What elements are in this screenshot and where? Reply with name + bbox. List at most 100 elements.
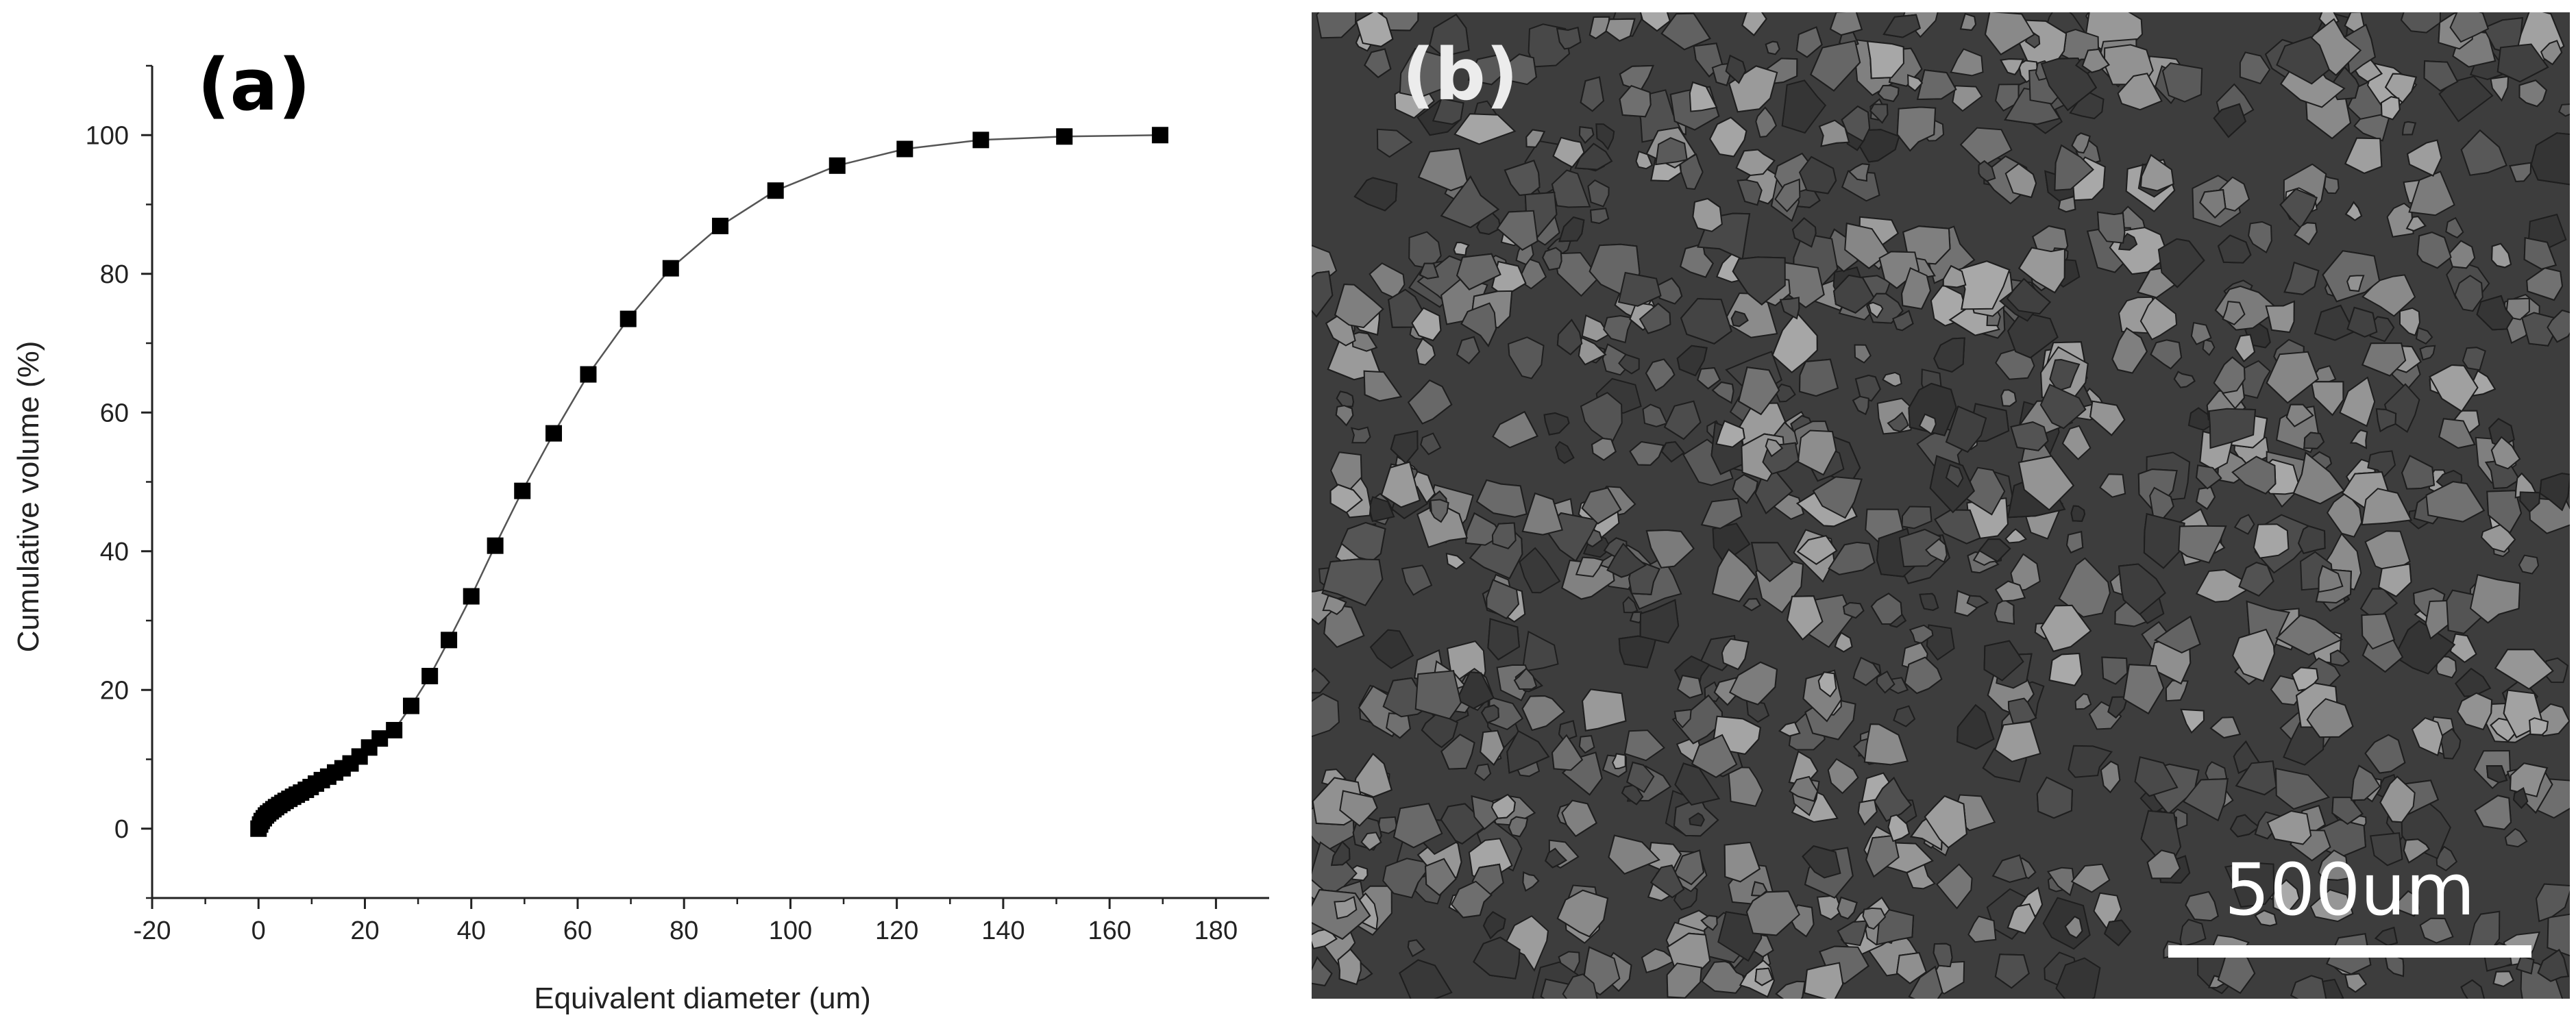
particle — [2419, 917, 2454, 944]
particle — [1929, 455, 1975, 514]
y-tick-label: 40 — [100, 538, 129, 566]
particle — [1765, 438, 1784, 458]
particle — [2070, 505, 2086, 522]
particle — [2213, 356, 2246, 394]
particle — [2523, 237, 2557, 270]
particle — [2070, 863, 2111, 893]
particle — [1429, 13, 1470, 55]
particle — [1804, 962, 1844, 999]
particle — [2099, 473, 2126, 498]
particle — [2285, 403, 2314, 427]
particle — [2202, 338, 2216, 356]
particle — [1556, 889, 1609, 938]
particle — [1882, 371, 1902, 387]
particle — [2058, 557, 2111, 618]
y-axis-label: Cumulative volume (%) — [12, 341, 45, 653]
particle — [2101, 656, 2129, 685]
particle — [1898, 528, 1941, 568]
particle — [1774, 178, 1801, 212]
data-point — [972, 132, 990, 149]
particle — [1781, 79, 1827, 134]
particle — [1415, 337, 1436, 366]
particle — [2405, 216, 2427, 232]
particle — [2195, 569, 2247, 603]
particle — [1865, 834, 1900, 878]
particle — [1676, 345, 1708, 377]
particle — [2069, 89, 2105, 120]
particle — [2232, 628, 2275, 682]
particle — [2415, 327, 2433, 345]
particle — [1697, 367, 1721, 390]
particle — [1521, 630, 1559, 673]
particle — [1618, 635, 1657, 669]
particle — [2292, 451, 2346, 505]
particle — [1551, 734, 1584, 771]
particle — [1330, 840, 1351, 866]
particle — [1474, 763, 1492, 782]
particle — [1558, 216, 1585, 242]
particle — [1896, 951, 1928, 984]
particle — [1629, 440, 1665, 466]
particle — [2185, 890, 2219, 922]
particle — [2380, 96, 2401, 121]
x-tick-label: 180 — [1194, 916, 1238, 945]
particle — [2265, 300, 2295, 334]
particle — [1504, 915, 1549, 972]
particle — [2182, 778, 2229, 822]
particle — [2253, 523, 2290, 559]
particle — [2362, 342, 2407, 377]
particle — [2239, 51, 2271, 85]
particle — [1414, 670, 1462, 720]
particle — [1994, 580, 2026, 602]
particle — [2179, 919, 2207, 948]
particle — [1907, 74, 1924, 92]
particle — [1791, 217, 1817, 248]
particle — [1666, 962, 1702, 999]
particle — [1399, 959, 1453, 999]
particle — [1933, 943, 1953, 968]
particle — [1901, 267, 1931, 310]
particle — [2233, 514, 2255, 535]
particle — [1460, 302, 1497, 347]
particle — [2535, 883, 2570, 923]
particle — [1582, 688, 1627, 732]
particle — [1525, 129, 1546, 148]
data-point — [620, 310, 637, 327]
particle — [2266, 810, 2312, 845]
particle — [1945, 405, 1987, 453]
particle — [2134, 756, 2179, 797]
particle — [2235, 760, 2277, 796]
particle — [1623, 730, 1666, 762]
particle — [1833, 274, 1876, 314]
particle — [1933, 337, 1965, 373]
particle — [2122, 664, 2165, 714]
particle — [1587, 179, 1610, 208]
particle — [1967, 915, 1997, 943]
particle — [1934, 509, 1981, 545]
particle — [1852, 395, 1869, 415]
particle — [2447, 240, 2476, 269]
particle — [1741, 12, 1767, 36]
particle — [2406, 139, 2442, 177]
particle — [2492, 971, 2514, 988]
particle — [2150, 339, 2183, 370]
particle — [2199, 188, 2227, 219]
particle — [2275, 614, 2344, 656]
particle — [1390, 430, 1419, 464]
particle — [1779, 297, 1800, 320]
particle — [2364, 734, 2406, 774]
particle — [2494, 649, 2554, 690]
particle — [1877, 84, 1900, 103]
particle — [1984, 12, 2035, 55]
sem-micrograph: (b) 500um — [1312, 12, 2570, 999]
particle — [1852, 656, 1882, 686]
particle — [1364, 48, 1392, 79]
particle — [1829, 12, 1863, 36]
data-point — [545, 425, 563, 442]
particle — [1425, 858, 1457, 897]
particle — [1876, 670, 1896, 694]
particle — [2423, 60, 2459, 92]
particle — [1551, 169, 1591, 208]
particle — [2539, 473, 2570, 512]
particle — [1555, 440, 1575, 464]
